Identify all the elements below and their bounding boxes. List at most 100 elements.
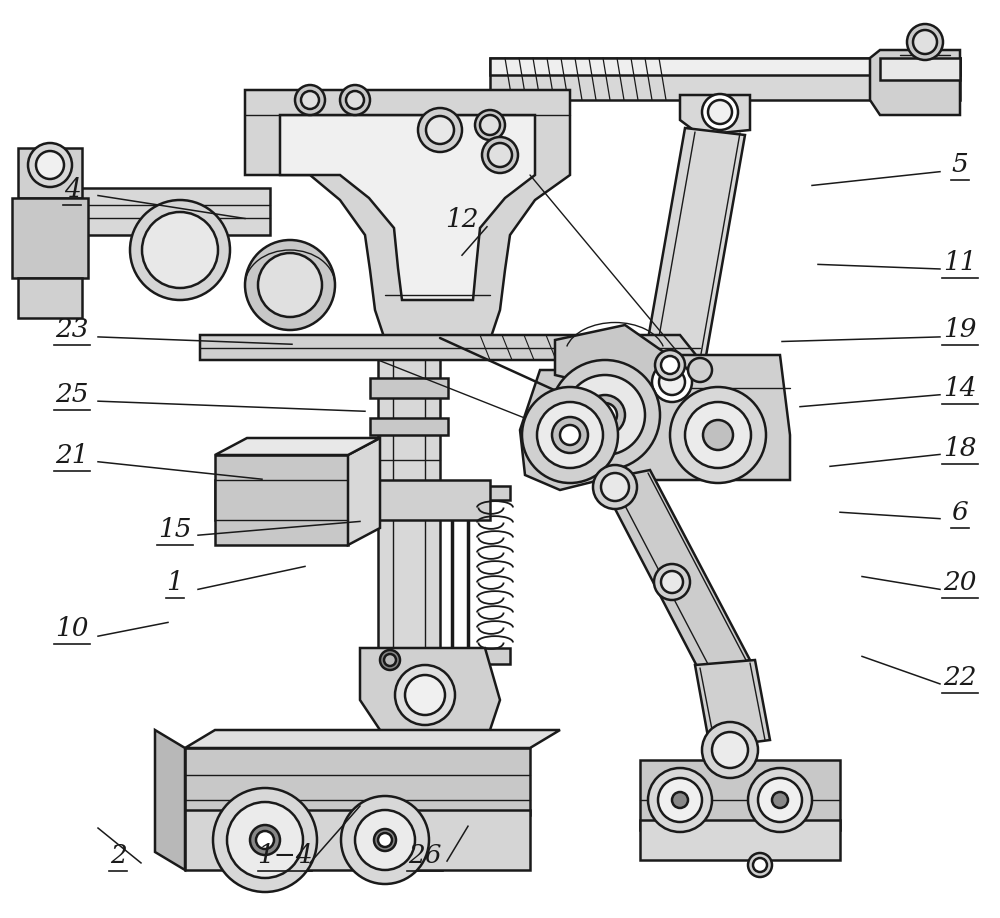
Circle shape — [488, 143, 512, 167]
Circle shape — [384, 654, 396, 666]
Polygon shape — [880, 58, 960, 80]
Circle shape — [250, 825, 280, 855]
Text: 11: 11 — [943, 251, 977, 275]
Circle shape — [142, 212, 218, 288]
Polygon shape — [12, 198, 88, 278]
Circle shape — [258, 253, 322, 317]
Polygon shape — [870, 50, 960, 115]
Polygon shape — [640, 820, 840, 860]
Polygon shape — [215, 480, 490, 520]
Circle shape — [659, 369, 685, 395]
Text: 6: 6 — [952, 500, 968, 525]
Circle shape — [748, 768, 812, 832]
Text: 2: 2 — [110, 843, 126, 868]
Circle shape — [36, 151, 64, 179]
Circle shape — [758, 778, 802, 822]
Circle shape — [688, 358, 712, 382]
Circle shape — [648, 768, 712, 832]
Polygon shape — [185, 748, 530, 815]
Circle shape — [227, 802, 303, 878]
Text: 26: 26 — [408, 843, 442, 868]
Circle shape — [418, 108, 462, 152]
Circle shape — [708, 100, 732, 124]
Circle shape — [245, 240, 335, 330]
Circle shape — [661, 571, 683, 593]
Polygon shape — [185, 810, 530, 870]
Text: 25: 25 — [55, 382, 89, 407]
Circle shape — [907, 24, 943, 60]
Circle shape — [213, 788, 317, 892]
Circle shape — [702, 94, 738, 130]
Polygon shape — [490, 58, 960, 75]
Circle shape — [130, 200, 230, 300]
Circle shape — [537, 402, 603, 468]
Polygon shape — [378, 338, 440, 650]
Circle shape — [655, 350, 685, 380]
Circle shape — [685, 402, 751, 468]
Polygon shape — [18, 148, 82, 198]
Circle shape — [672, 792, 688, 808]
Circle shape — [913, 30, 937, 54]
Circle shape — [482, 137, 518, 173]
Text: 22: 22 — [943, 666, 977, 690]
Polygon shape — [245, 90, 570, 340]
Text: 21: 21 — [55, 443, 89, 468]
Circle shape — [703, 420, 733, 450]
Polygon shape — [600, 470, 750, 672]
Polygon shape — [370, 378, 448, 398]
Circle shape — [748, 853, 772, 877]
Text: 23: 23 — [55, 318, 89, 342]
Text: 15: 15 — [158, 517, 192, 542]
Circle shape — [772, 792, 788, 808]
Polygon shape — [348, 438, 380, 545]
Circle shape — [593, 465, 637, 509]
Polygon shape — [215, 455, 348, 545]
Circle shape — [295, 85, 325, 115]
Circle shape — [380, 650, 400, 670]
Polygon shape — [640, 760, 840, 830]
Circle shape — [670, 387, 766, 483]
Circle shape — [601, 473, 629, 501]
Polygon shape — [18, 278, 82, 318]
Circle shape — [28, 143, 72, 187]
Text: 10: 10 — [55, 616, 89, 641]
Text: 18: 18 — [943, 436, 977, 461]
Text: 4: 4 — [64, 177, 80, 202]
Circle shape — [712, 732, 748, 768]
Polygon shape — [360, 648, 500, 748]
Circle shape — [661, 356, 679, 374]
Polygon shape — [185, 730, 560, 748]
Polygon shape — [155, 730, 185, 870]
Circle shape — [256, 831, 274, 849]
Polygon shape — [280, 115, 535, 300]
Text: 20: 20 — [943, 570, 977, 595]
Circle shape — [374, 829, 396, 851]
Polygon shape — [440, 648, 510, 664]
Circle shape — [585, 395, 625, 435]
Circle shape — [753, 858, 767, 872]
Circle shape — [341, 796, 429, 884]
Polygon shape — [640, 128, 745, 390]
Circle shape — [552, 417, 588, 453]
Circle shape — [405, 675, 445, 715]
Circle shape — [426, 116, 454, 144]
Polygon shape — [370, 418, 448, 435]
Text: 1−4: 1−4 — [257, 843, 313, 868]
Polygon shape — [490, 58, 960, 100]
Text: 19: 19 — [943, 318, 977, 342]
Polygon shape — [60, 188, 270, 235]
Circle shape — [301, 91, 319, 109]
Circle shape — [560, 425, 580, 445]
Polygon shape — [555, 325, 668, 390]
Polygon shape — [215, 438, 380, 455]
Circle shape — [658, 778, 702, 822]
Circle shape — [475, 110, 505, 140]
Polygon shape — [620, 355, 790, 480]
Circle shape — [346, 91, 364, 109]
Circle shape — [654, 564, 690, 600]
Circle shape — [522, 387, 618, 483]
Circle shape — [378, 833, 392, 847]
Text: 5: 5 — [952, 152, 968, 177]
Polygon shape — [200, 335, 700, 360]
Polygon shape — [520, 370, 625, 490]
